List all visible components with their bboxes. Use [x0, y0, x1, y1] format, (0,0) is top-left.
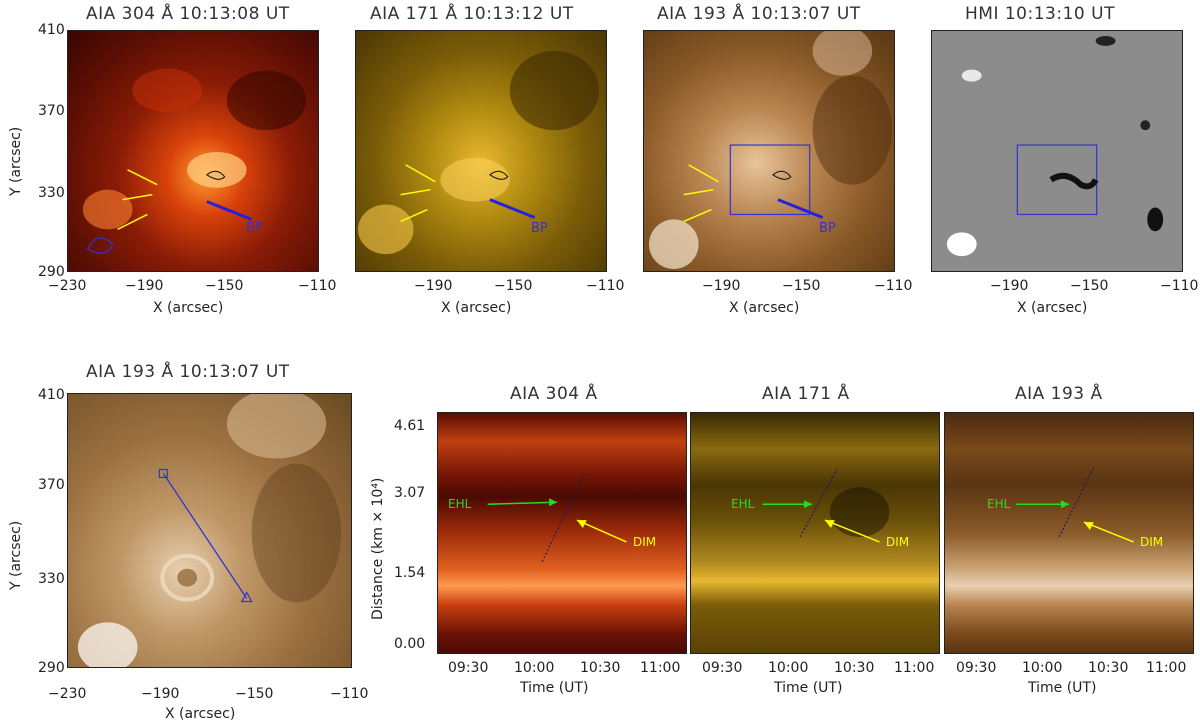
- ehl-label: EHL: [987, 497, 1011, 511]
- y-tick: 410: [38, 387, 65, 403]
- panel-title-aia193: AIA 193 Å 10:13:07 UT: [657, 4, 861, 24]
- x-tick: −150: [782, 278, 821, 294]
- panel-title-aia304: AIA 304 Å 10:13:08 UT: [86, 4, 290, 24]
- x-tick: −190: [702, 278, 741, 294]
- x-tick: −230: [48, 686, 87, 702]
- aia304-image: BP: [67, 30, 319, 272]
- x-tick: 10:30: [834, 660, 875, 676]
- x-tick: −190: [414, 278, 453, 294]
- bp-label: BP: [819, 221, 836, 236]
- dim-label: DIM: [1140, 535, 1164, 549]
- y-tick: 330: [38, 185, 65, 201]
- dim-label: DIM: [633, 535, 657, 549]
- x-tick: 10:30: [1088, 660, 1129, 676]
- time-axis-label: Time (UT): [774, 680, 843, 696]
- x-tick: −110: [874, 278, 913, 294]
- x-tick: 09:30: [956, 660, 997, 676]
- y-tick: 410: [38, 22, 65, 38]
- aia193-zoom-image: [67, 393, 352, 668]
- x-tick: −110: [1160, 278, 1199, 294]
- panel-title-ts193: AIA 193 Å: [1015, 384, 1103, 404]
- x-tick: −150: [1070, 278, 1109, 294]
- x-tick: 11:00: [894, 660, 935, 676]
- x-tick: −190: [990, 278, 1029, 294]
- aia193-image: BP: [643, 30, 895, 272]
- x-tick: −110: [586, 278, 625, 294]
- y-tick: 0.00: [394, 636, 426, 652]
- x-axis-label: X (arcsec): [153, 300, 224, 316]
- ehl-label: EHL: [448, 497, 472, 511]
- y-tick: 3.07: [394, 485, 426, 501]
- x-axis-label: X (arcsec): [729, 300, 800, 316]
- hmi-image: [931, 30, 1183, 272]
- x-axis-label: X (arcsec): [1017, 300, 1088, 316]
- ts304-image: EHL DIM: [437, 412, 687, 654]
- y-tick: 370: [38, 477, 65, 493]
- ehl-label: EHL: [731, 497, 755, 511]
- y-tick: 330: [38, 571, 65, 587]
- x-tick: −150: [235, 686, 274, 702]
- panel-title-hmi: HMI 10:13:10 UT: [965, 4, 1115, 24]
- x-tick: −150: [205, 278, 244, 294]
- time-axis-label: Time (UT): [1028, 680, 1097, 696]
- ts193-image: EHL DIM: [944, 412, 1194, 654]
- ts171-image: EHL DIM: [690, 412, 940, 654]
- x-tick: 10:00: [768, 660, 809, 676]
- panel-title-aia193-bottom: AIA 193 Å 10:13:07 UT: [86, 362, 290, 382]
- x-axis-label: X (arcsec): [165, 706, 236, 722]
- panel-title-aia171: AIA 171 Å 10:13:12 UT: [370, 4, 574, 24]
- aia171-image: BP: [355, 30, 607, 272]
- bp-label: BP: [246, 221, 263, 236]
- x-tick: −190: [125, 278, 164, 294]
- x-tick: −230: [48, 278, 87, 294]
- y-axis-label-top: Y (arcsec): [8, 126, 24, 196]
- x-tick: −150: [494, 278, 533, 294]
- panel-title-ts171: AIA 171 Å: [762, 384, 850, 404]
- dim-label: DIM: [886, 535, 910, 549]
- x-axis-label: X (arcsec): [441, 300, 512, 316]
- y-tick: 4.61: [394, 418, 426, 434]
- x-tick: 10:00: [1022, 660, 1063, 676]
- x-tick: 09:30: [702, 660, 743, 676]
- panel-title-ts304: AIA 304 Å: [510, 384, 598, 404]
- x-tick: 11:00: [1146, 660, 1187, 676]
- x-tick: −190: [141, 686, 180, 702]
- y-tick: 290: [38, 264, 65, 280]
- x-tick: 10:00: [514, 660, 555, 676]
- x-tick: −110: [330, 686, 369, 702]
- y-tick: 370: [38, 103, 65, 119]
- x-tick: −110: [298, 278, 337, 294]
- x-tick: 10:30: [580, 660, 621, 676]
- x-tick: 11:00: [640, 660, 681, 676]
- y-tick: 1.54: [394, 565, 426, 581]
- time-axis-label: Time (UT): [520, 680, 589, 696]
- y-tick: 290: [38, 660, 65, 676]
- x-tick: 09:30: [448, 660, 489, 676]
- y-axis-label-bottom: Y (arcsec): [8, 520, 24, 590]
- distance-axis-label: Distance (km × 10⁴): [370, 477, 386, 620]
- bp-label: BP: [531, 221, 548, 236]
